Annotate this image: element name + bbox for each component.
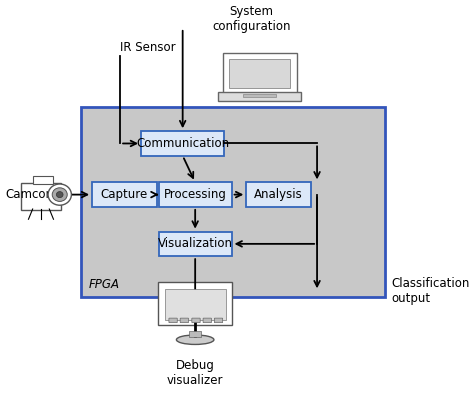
Circle shape (56, 191, 63, 198)
FancyBboxPatch shape (189, 331, 201, 337)
FancyBboxPatch shape (81, 107, 385, 297)
FancyBboxPatch shape (21, 183, 61, 210)
Text: Communication: Communication (136, 137, 229, 150)
FancyBboxPatch shape (243, 94, 276, 97)
Text: Analysis: Analysis (254, 188, 303, 201)
FancyBboxPatch shape (214, 318, 223, 323)
Circle shape (48, 184, 72, 205)
Text: Visualization: Visualization (158, 237, 233, 250)
FancyBboxPatch shape (203, 318, 211, 323)
FancyBboxPatch shape (229, 59, 290, 88)
FancyBboxPatch shape (33, 176, 54, 184)
FancyBboxPatch shape (218, 92, 301, 101)
Text: Capture: Capture (100, 188, 148, 201)
FancyBboxPatch shape (246, 182, 311, 207)
FancyBboxPatch shape (180, 318, 189, 323)
FancyBboxPatch shape (141, 131, 224, 156)
Text: Processing: Processing (164, 188, 227, 201)
Text: Classification
output: Classification output (391, 277, 469, 305)
FancyBboxPatch shape (158, 282, 232, 325)
Text: Camcorder: Camcorder (6, 188, 71, 201)
FancyBboxPatch shape (92, 182, 156, 207)
FancyBboxPatch shape (223, 53, 297, 94)
Circle shape (52, 188, 67, 202)
Text: Debug
visualizer: Debug visualizer (167, 360, 223, 387)
Text: IR Sensor: IR Sensor (120, 41, 176, 54)
Text: System
configuration: System configuration (212, 5, 291, 33)
Text: FPGA: FPGA (89, 278, 120, 291)
FancyBboxPatch shape (192, 318, 200, 323)
FancyBboxPatch shape (169, 318, 177, 323)
FancyBboxPatch shape (165, 289, 226, 320)
FancyBboxPatch shape (159, 182, 232, 207)
FancyBboxPatch shape (159, 231, 232, 256)
Ellipse shape (176, 335, 214, 344)
